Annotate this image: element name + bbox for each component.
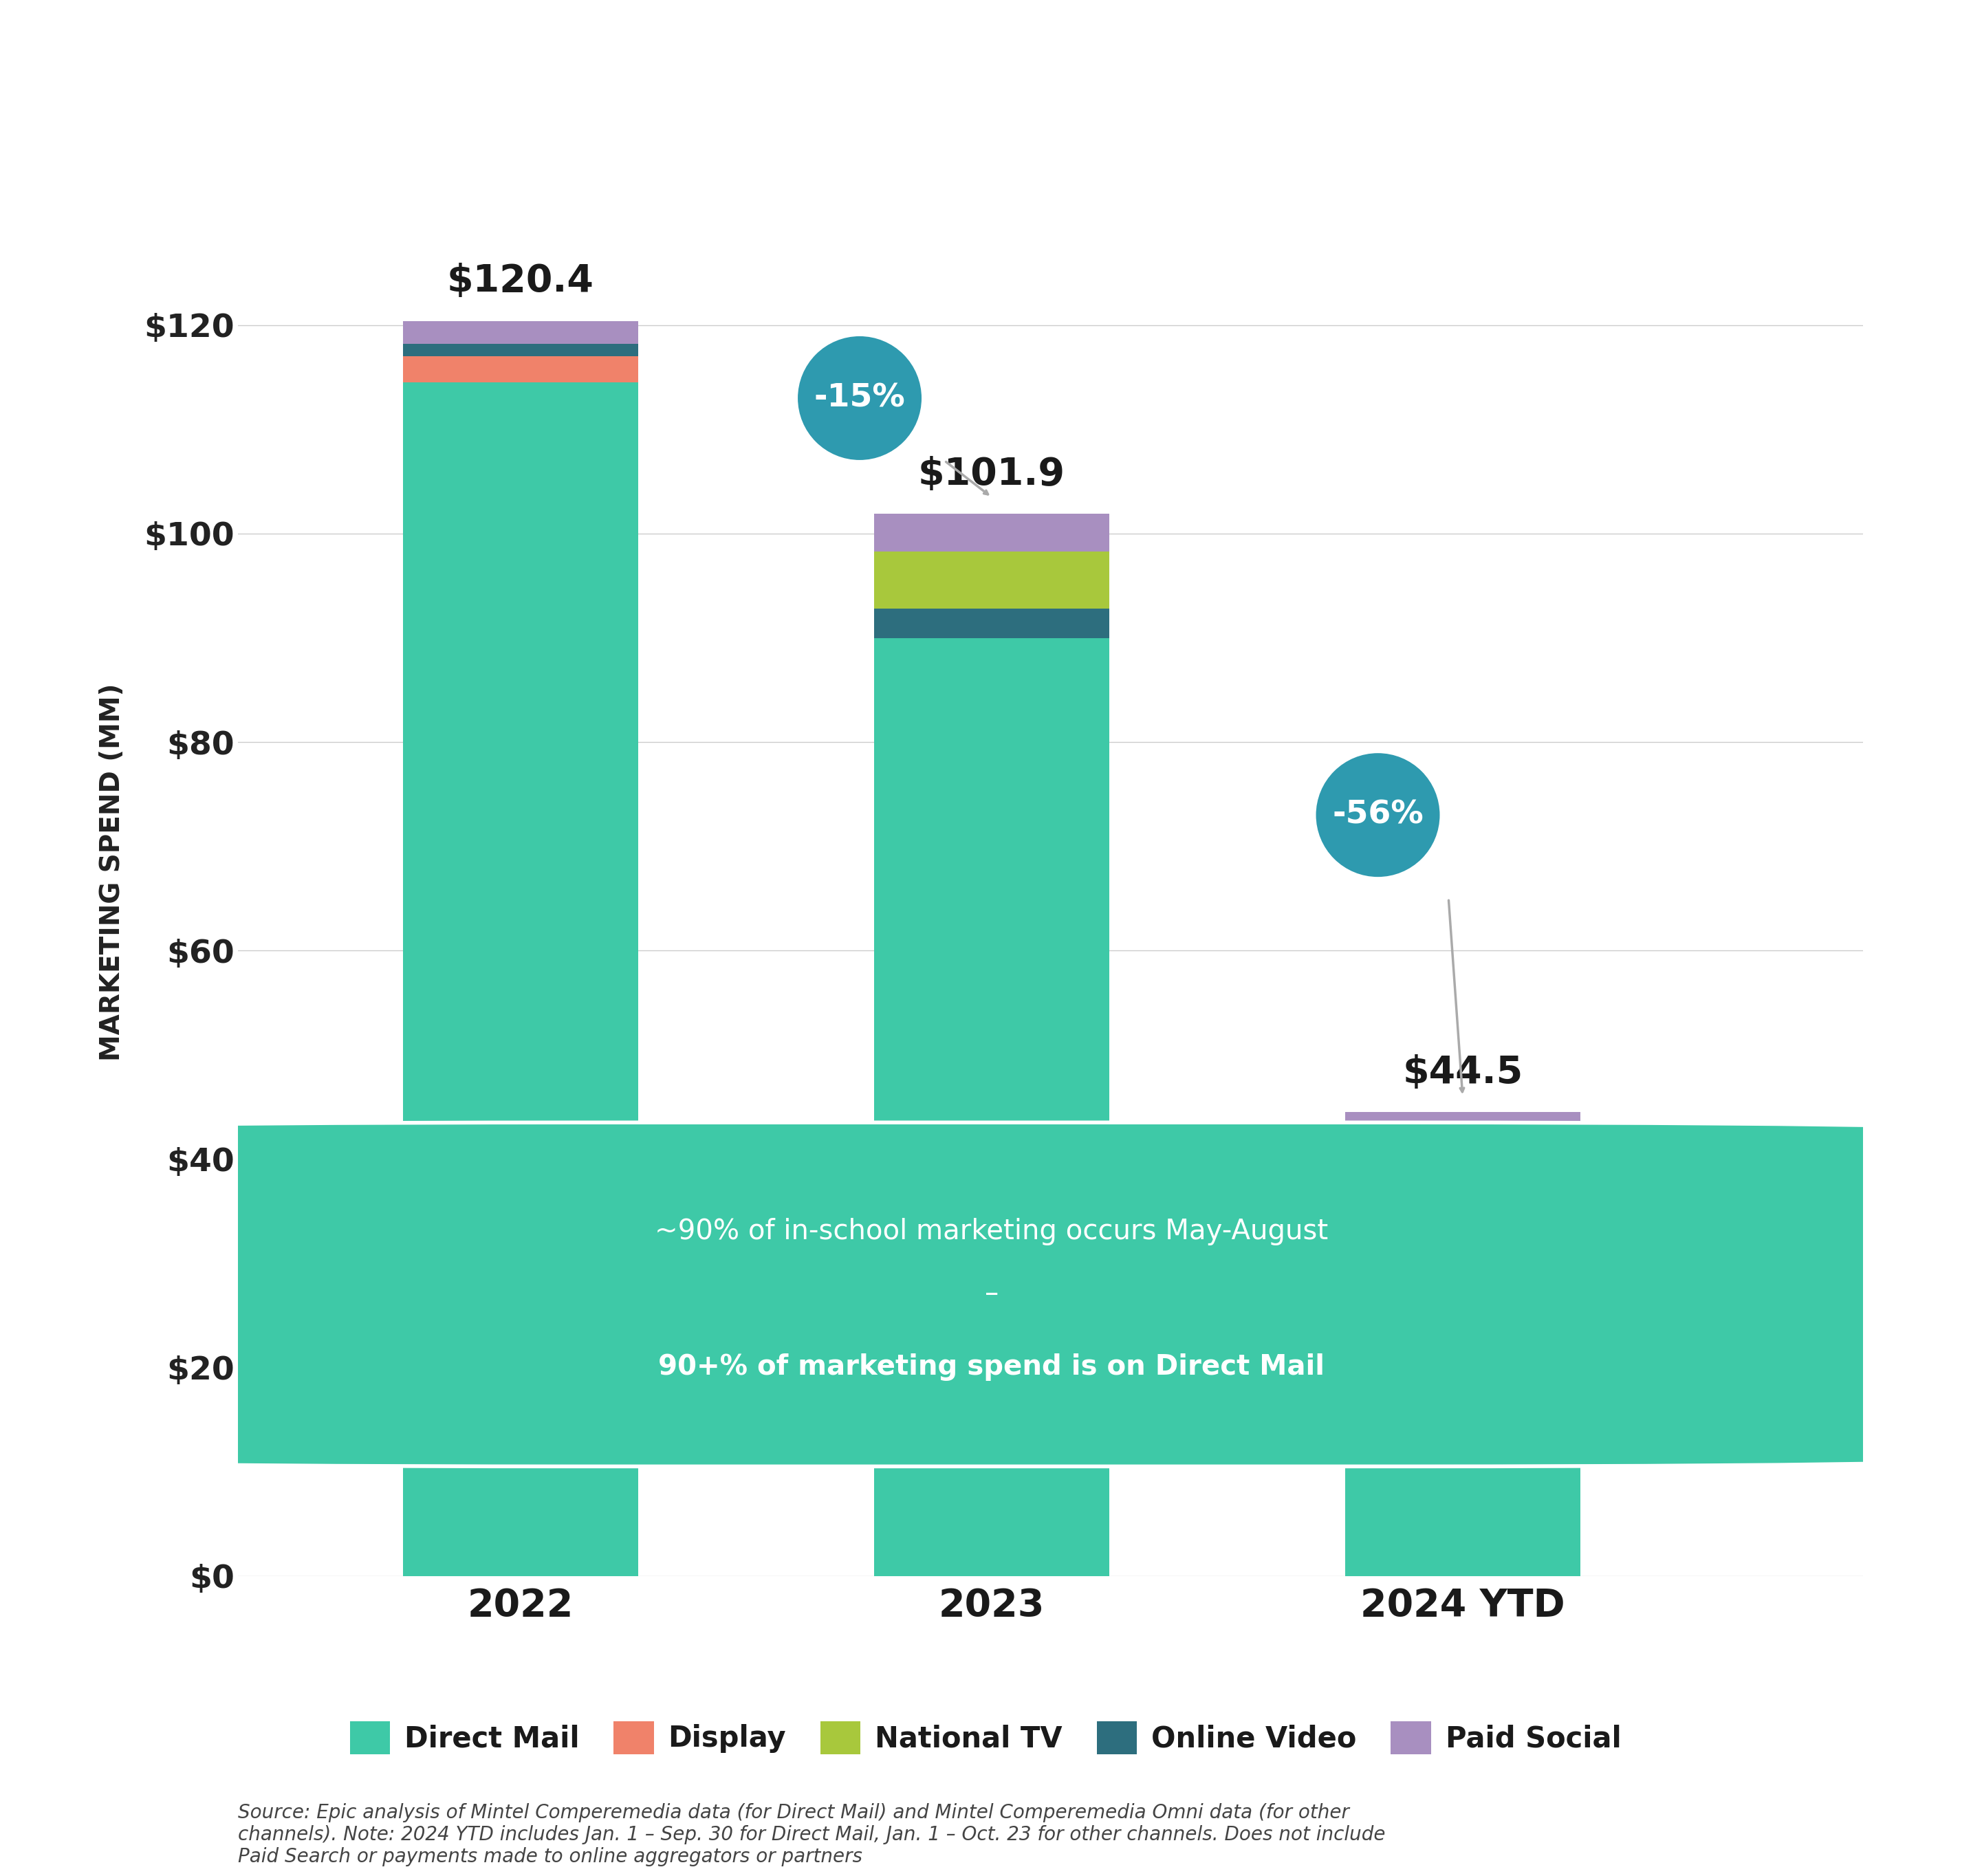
Text: $120.4: $120.4 <box>448 263 595 300</box>
Bar <box>874 638 1110 1576</box>
FancyBboxPatch shape <box>0 1122 1982 1467</box>
Bar <box>1346 1112 1580 1133</box>
Text: –: – <box>985 1281 999 1308</box>
Bar <box>1346 1133 1580 1139</box>
Text: ~90% of in-school marketing occurs May-August: ~90% of in-school marketing occurs May-A… <box>654 1218 1328 1246</box>
Bar <box>402 356 638 383</box>
Bar <box>402 343 638 356</box>
Text: -15%: -15% <box>815 383 906 413</box>
Text: Source: Epic analysis of Mintel Comperemedia data (for Direct Mail) and Mintel C: Source: Epic analysis of Mintel Comperem… <box>238 1803 1385 1867</box>
Text: $101.9: $101.9 <box>918 456 1064 493</box>
Bar <box>1346 1139 1580 1154</box>
Bar <box>874 514 1110 552</box>
Text: IN-SCHOOL MARKETING SPEND BY CHANNEL: IN-SCHOOL MARKETING SPEND BY CHANNEL <box>325 36 1657 86</box>
Bar <box>402 321 638 343</box>
Legend: Direct Mail, Display, National TV, Online Video, Paid Social: Direct Mail, Display, National TV, Onlin… <box>339 1709 1633 1765</box>
Bar <box>402 383 638 1576</box>
Bar <box>1346 1154 1580 1576</box>
Bar <box>874 608 1110 638</box>
Text: 90+% of marketing spend is on Direct Mail: 90+% of marketing spend is on Direct Mai… <box>658 1354 1324 1381</box>
Text: $44.5: $44.5 <box>1403 1054 1522 1092</box>
Y-axis label: MARKETING SPEND (MM): MARKETING SPEND (MM) <box>99 683 125 1062</box>
Text: -56%: -56% <box>1332 799 1423 831</box>
Bar <box>874 552 1110 608</box>
